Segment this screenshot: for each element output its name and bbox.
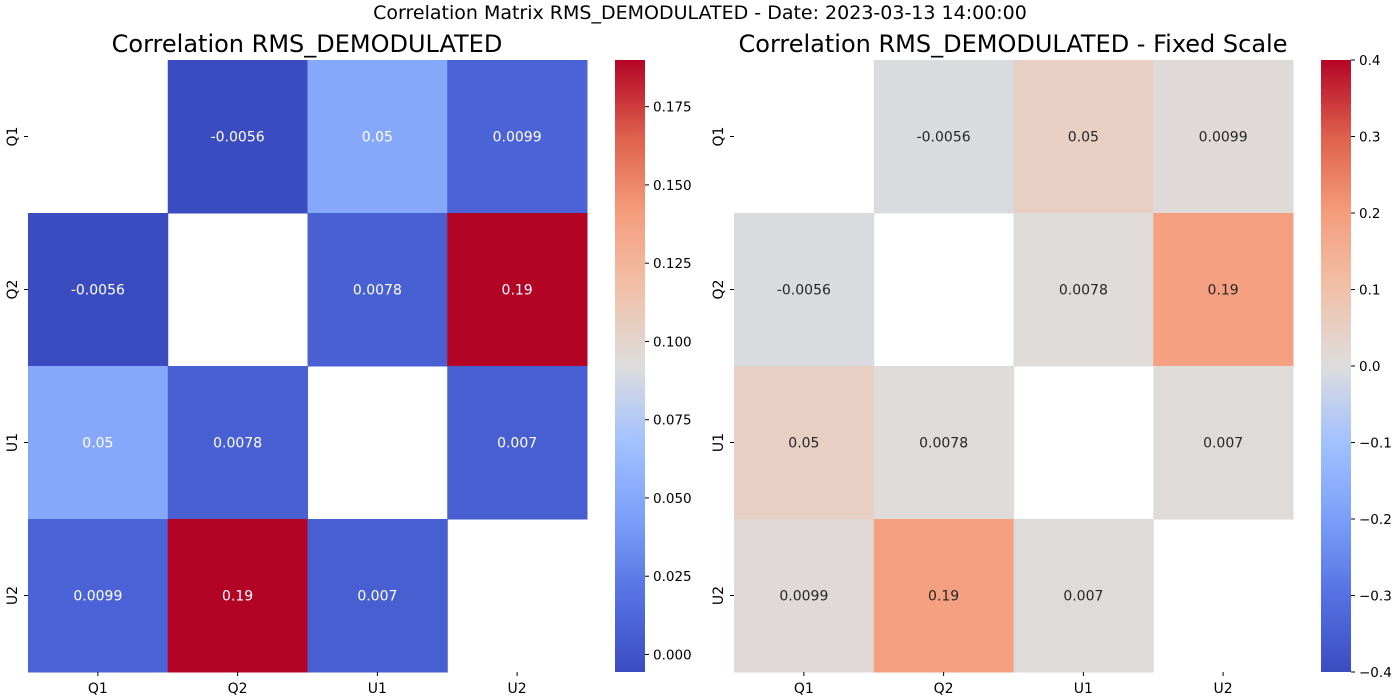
x-tick-label: Q1 bbox=[88, 681, 108, 697]
colorbar-tick-label: 0.150 bbox=[653, 178, 692, 194]
cell-annotation: 0.19 bbox=[222, 589, 253, 605]
colorbar-tick-label: 0.125 bbox=[653, 256, 692, 272]
heatmap-panel-left: Correlation RMS_DEMODULATED -0.0056 0.05 0.… bbox=[5, 30, 692, 697]
heatmap-panel-right: Correlation RMS_DEMODULATED - Fixed Scal… bbox=[711, 30, 1392, 697]
x-tick-label: U2 bbox=[1214, 681, 1233, 697]
x-tick-label: Q1 bbox=[794, 681, 814, 697]
heatmap-cell bbox=[1013, 519, 1154, 673]
heatmap-cell bbox=[1153, 60, 1294, 214]
heatmap-cell bbox=[1153, 213, 1294, 367]
heatmap-cell bbox=[447, 366, 588, 520]
y-tick-label: Q1 bbox=[5, 127, 21, 147]
heatmap-cell bbox=[28, 519, 169, 673]
heatmap-cell bbox=[734, 213, 875, 367]
colorbar-tick-label: −0.1 bbox=[1359, 436, 1392, 452]
colorbar-tick-label: −0.2 bbox=[1359, 512, 1392, 528]
cell-annotation: 0.0078 bbox=[919, 436, 968, 452]
cell-annotation: -0.0056 bbox=[71, 283, 125, 299]
heatmap-cell bbox=[873, 366, 1014, 520]
y-tick-label: U1 bbox=[711, 433, 727, 452]
heatmap-cell bbox=[1013, 213, 1154, 367]
cell-annotation: 0.0078 bbox=[1059, 283, 1108, 299]
heatmap-cell bbox=[447, 60, 588, 214]
cell-annotation: -0.0056 bbox=[777, 283, 831, 299]
x-tick-label: U1 bbox=[368, 681, 387, 697]
heatmap-title: Correlation RMS_DEMODULATED bbox=[112, 30, 503, 58]
heatmap-cell bbox=[873, 60, 1014, 214]
heatmap-cell bbox=[28, 213, 169, 367]
colorbar-tick-label: −0.4 bbox=[1359, 665, 1392, 681]
colorbar-tick-label: 0.025 bbox=[653, 569, 692, 585]
x-tick-label: Q2 bbox=[934, 681, 954, 697]
cell-annotation: 0.05 bbox=[1068, 130, 1099, 146]
cell-annotation: 0.0078 bbox=[353, 283, 402, 299]
cell-annotation: 0.007 bbox=[497, 436, 537, 452]
cell-annotation: 0.007 bbox=[1203, 436, 1243, 452]
heatmap-cell bbox=[307, 60, 448, 214]
colorbar bbox=[615, 60, 645, 672]
cell-annotation: 0.0099 bbox=[493, 130, 542, 146]
colorbar-tick-label: 0.175 bbox=[653, 100, 692, 116]
y-tick-label: U2 bbox=[5, 586, 21, 605]
heatmap-cell bbox=[167, 60, 308, 214]
cell-annotation: -0.0056 bbox=[211, 130, 265, 146]
y-tick-label: Q2 bbox=[711, 280, 727, 300]
heatmap-cell bbox=[167, 366, 308, 520]
colorbar-tick-label: 0.075 bbox=[653, 413, 692, 429]
cell-annotation: 0.007 bbox=[1063, 589, 1103, 605]
colorbar-tick-label: 0.050 bbox=[653, 491, 692, 507]
heatmap-cell bbox=[1153, 366, 1294, 520]
cell-annotation: 0.007 bbox=[357, 589, 397, 605]
colorbar-tick-label: 0.100 bbox=[653, 334, 692, 350]
cell-annotation: 0.19 bbox=[928, 589, 959, 605]
colorbar-tick-label: 0.4 bbox=[1359, 53, 1380, 69]
cell-annotation: 0.05 bbox=[362, 130, 393, 146]
cell-annotation: 0.0078 bbox=[213, 436, 262, 452]
cell-annotation: 0.05 bbox=[82, 436, 113, 452]
cell-annotation: -0.0056 bbox=[917, 130, 971, 146]
cell-annotation: 0.19 bbox=[502, 283, 533, 299]
cell-annotation: 0.05 bbox=[788, 436, 819, 452]
heatmap-cell bbox=[734, 366, 875, 520]
colorbar-tick-label: 0.3 bbox=[1359, 130, 1380, 146]
heatmap-title: Correlation RMS_DEMODULATED - Fixed Scal… bbox=[739, 30, 1288, 58]
colorbar-tick-label: 0.0 bbox=[1359, 359, 1380, 375]
heatmap-cell bbox=[1013, 60, 1154, 214]
heatmap-cell bbox=[873, 519, 1014, 673]
cell-annotation: 0.19 bbox=[1208, 283, 1239, 299]
x-tick-label: U2 bbox=[508, 681, 527, 697]
colorbar-tick-label: −0.3 bbox=[1359, 589, 1392, 605]
colorbar-tick-label: 0.2 bbox=[1359, 206, 1380, 222]
x-tick-label: Q2 bbox=[228, 681, 248, 697]
heatmap-cell bbox=[307, 519, 448, 673]
colorbar-tick-label: 0.1 bbox=[1359, 283, 1380, 299]
x-tick-label: U1 bbox=[1074, 681, 1093, 697]
y-tick-label: Q2 bbox=[5, 280, 21, 300]
heatmap-cell bbox=[28, 366, 169, 520]
heatmap-cell bbox=[447, 213, 588, 367]
heatmap-cell bbox=[734, 519, 875, 673]
colorbar bbox=[1321, 60, 1351, 672]
cell-annotation: 0.0099 bbox=[73, 589, 122, 605]
cell-annotation: 0.0099 bbox=[779, 589, 828, 605]
colorbar-tick-label: 0.000 bbox=[653, 647, 692, 663]
heatmap-cell bbox=[167, 519, 308, 673]
heatmap-cell bbox=[307, 213, 448, 367]
cell-annotation: 0.0099 bbox=[1199, 130, 1248, 146]
y-tick-label: Q1 bbox=[711, 127, 727, 147]
figure-suptitle: Correlation Matrix RMS_DEMODULATED - Dat… bbox=[373, 2, 1027, 24]
y-tick-label: U2 bbox=[711, 586, 727, 605]
y-tick-label: U1 bbox=[5, 433, 21, 452]
